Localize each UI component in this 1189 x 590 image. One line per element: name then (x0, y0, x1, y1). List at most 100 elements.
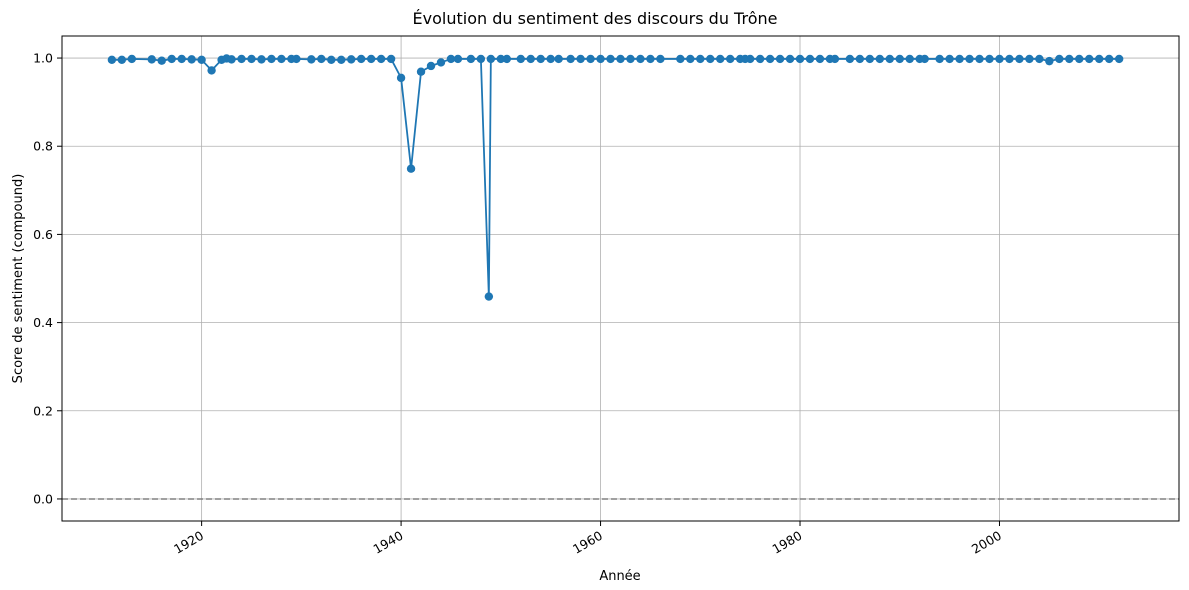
data-point (1095, 54, 1104, 64)
data-point (197, 55, 206, 65)
x-tick-label: 1960 (570, 528, 605, 557)
data-point (920, 54, 929, 64)
data-point (706, 54, 715, 64)
data-point (267, 54, 276, 64)
data-point (845, 54, 855, 64)
data-point (795, 54, 805, 64)
data-point (855, 54, 865, 64)
data-point (257, 55, 266, 64)
y-axis-ticks: 0.0 0.2 0.4 0.6 0.8 1.0 (33, 51, 62, 506)
data-point (486, 54, 496, 64)
data-point (1025, 54, 1034, 64)
data-point (686, 54, 695, 64)
data-point (616, 54, 625, 64)
data-point (656, 54, 665, 64)
data-point (157, 56, 166, 65)
x-axis-ticks: 1920 1940 1960 1980 2000 (171, 521, 1004, 557)
data-point (606, 54, 615, 64)
data-point (526, 54, 535, 64)
data-point (347, 55, 356, 64)
data-point (1104, 54, 1114, 64)
series-line (111, 57, 1120, 298)
data-point (566, 54, 575, 64)
data-point (107, 55, 117, 65)
data-point (406, 164, 416, 173)
data-point (985, 54, 994, 64)
data-point (453, 54, 463, 64)
data-point (805, 54, 815, 64)
data-point (436, 58, 446, 67)
data-point (875, 54, 885, 64)
data-point (965, 54, 974, 64)
data-point (596, 54, 605, 64)
data-point (1075, 54, 1084, 64)
data-point (247, 54, 256, 64)
y-axis-label: Score de sentiment (compound) (11, 174, 26, 384)
data-point (167, 54, 176, 64)
data-point (1065, 54, 1074, 64)
y-tick-label: 0.4 (33, 315, 53, 330)
data-point (765, 54, 775, 64)
y-tick-label: 0.0 (33, 491, 53, 506)
data-point (484, 292, 494, 301)
data-point (745, 54, 755, 64)
data-point (865, 54, 875, 64)
data-point (466, 54, 476, 64)
data-point (646, 54, 655, 64)
data-point (955, 54, 964, 64)
data-point (117, 55, 127, 65)
data-point (626, 54, 635, 64)
data-point (237, 54, 246, 64)
data-point (317, 54, 326, 64)
data-point (386, 54, 396, 64)
series-group (107, 54, 1124, 301)
data-point (755, 54, 765, 64)
data-point (676, 54, 685, 64)
data-point (726, 54, 735, 64)
data-point (1015, 54, 1024, 64)
data-point (905, 54, 914, 64)
data-point (1005, 54, 1014, 64)
data-point (945, 54, 954, 64)
x-tick-label: 1920 (171, 528, 206, 557)
data-point (546, 54, 555, 64)
data-point (775, 54, 785, 64)
data-point (376, 54, 386, 64)
data-point (502, 54, 512, 64)
data-point (366, 54, 376, 64)
data-point (815, 54, 825, 64)
data-point (227, 55, 236, 64)
data-point (147, 55, 156, 64)
plot-frame (61, 35, 1180, 522)
data-point (207, 66, 216, 75)
data-point (396, 73, 406, 83)
data-point (446, 54, 456, 64)
data-point (785, 54, 795, 64)
chart-title: Évolution du sentiment des discours du T… (413, 9, 778, 28)
data-point (356, 54, 366, 64)
y-tick-label: 0.8 (33, 139, 53, 154)
x-axis-label: Année (599, 569, 640, 584)
data-point (576, 54, 585, 64)
data-point (885, 54, 894, 64)
data-point (975, 54, 984, 64)
data-point (337, 55, 346, 65)
data-point (327, 55, 336, 65)
x-tick-label: 2000 (969, 528, 1004, 557)
x-tick-label: 1940 (371, 528, 406, 557)
data-point (1055, 54, 1064, 64)
data-point (516, 54, 525, 64)
data-point (1045, 56, 1054, 66)
data-point (177, 54, 186, 64)
data-point (696, 54, 705, 64)
data-point (187, 55, 196, 64)
data-point (1114, 54, 1124, 64)
data-point (1085, 54, 1094, 64)
data-point (716, 54, 725, 64)
data-point (935, 54, 944, 64)
data-point (277, 54, 286, 64)
grid-lines (62, 36, 1179, 521)
y-tick-label: 0.6 (33, 227, 53, 242)
data-point (830, 54, 840, 64)
